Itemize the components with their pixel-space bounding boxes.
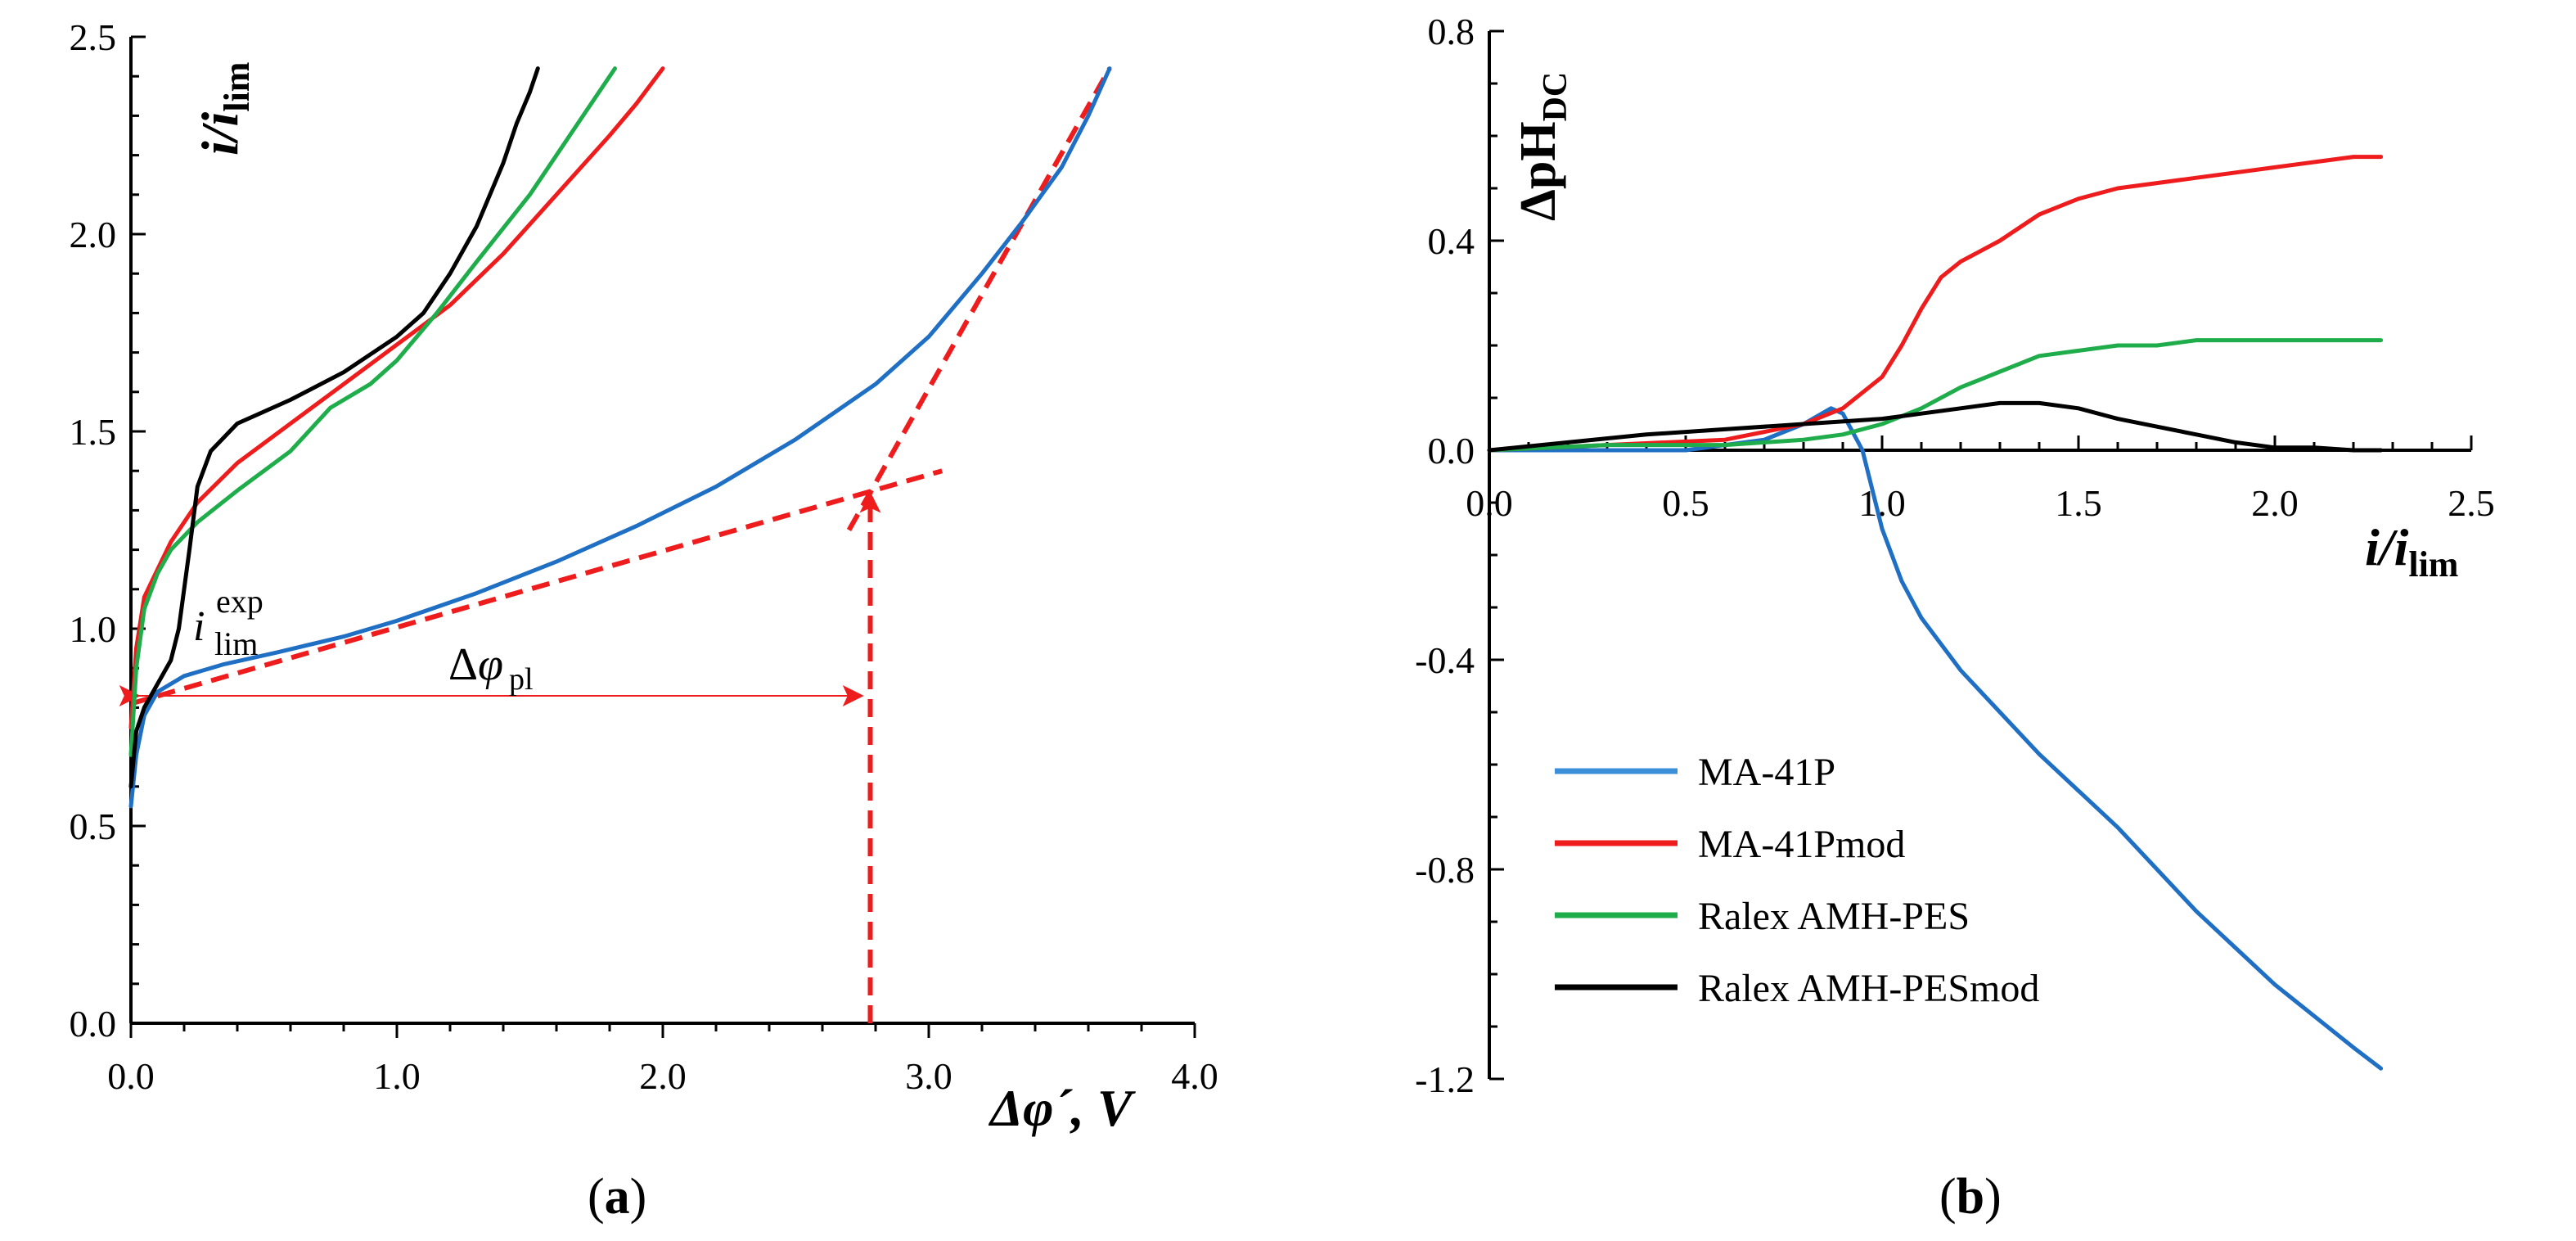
panel-a-constructions — [119, 67, 1112, 1023]
dphi-delta: Δ — [448, 639, 478, 690]
panel-a-x-tick-label: 0.0 — [107, 1055, 155, 1097]
panel-a-y-label: i/ilim — [191, 62, 257, 156]
panel-b-x-tick-label: 0.0 — [1466, 482, 1513, 524]
ilim-i: i — [193, 603, 205, 650]
legend-label: Ralex AMH-PESmod — [1698, 967, 2039, 1010]
panel-a-caption-close: ) — [630, 1169, 647, 1225]
legend-item: Ralex AMH-PESmod — [1555, 967, 2039, 1010]
panel-b-x-label-sub: lim — [2408, 544, 2458, 584]
panel-a-axes — [129, 37, 1195, 1025]
panel-a-annotation-dphi: Δ φ pl — [448, 639, 534, 697]
panel-a-y-label-ii: i — [191, 111, 249, 126]
legend-item: MA-41Pmod — [1555, 823, 1905, 866]
panel-b-y-tick-label: 0.8 — [1428, 11, 1475, 52]
panel-a-caption-letter: a — [605, 1169, 630, 1225]
panel-a-y-tick-label: 0.0 — [70, 1003, 117, 1045]
dphi-phi: φ — [478, 639, 503, 690]
panel-b-caption-close: ) — [1984, 1169, 2002, 1225]
panel-a-ticks: 0.0 1.0 2.0 3.0 4.0 0.0 0.5 1.0 1.5 2.0 2.5 — [70, 16, 1218, 1097]
panel-b-y-tick-label: -0.8 — [1415, 849, 1475, 891]
panel-b-axes — [1488, 31, 2471, 1079]
panel-a-y-label-i: i — [191, 141, 249, 156]
panel-a-x-tick-label: 4.0 — [1171, 1055, 1218, 1097]
legend-label: MA-41Pmod — [1698, 823, 1905, 866]
panel-b-series-line — [1487, 338, 2384, 453]
panel-b-y-label: ΔpHDC — [1511, 72, 1574, 221]
panel-b-caption-letter: b — [1957, 1169, 1984, 1225]
panel-b-y-label-main: ΔpH — [1511, 121, 1566, 221]
legend: MA-41P MA-41Pmod Ralex AMH-PES Ralex AMH-PE… — [1555, 751, 2039, 1010]
panel-b-series-line — [1487, 400, 2384, 453]
panel-b-x-tick-label: 1.5 — [2055, 482, 2102, 524]
panel-b-series-line — [1487, 155, 2384, 453]
panel-a-annotation-ilim: i exp lim — [193, 583, 263, 662]
panel-b-series — [1487, 155, 2384, 1071]
dphi-sub: pl — [509, 662, 534, 697]
panel-a-x-label: Δφ´, V — [988, 1079, 1137, 1137]
panel-a-series-line — [128, 66, 540, 789]
panel-a-caption-open: ( — [588, 1169, 605, 1225]
panel-b-caption-open: ( — [1939, 1169, 1957, 1225]
panel-a-series-line — [128, 66, 665, 729]
panel-a-y-tick-label: 0.5 — [70, 806, 117, 847]
ilim-sub: lim — [214, 625, 258, 662]
panel-b-x-label-i: i — [2365, 518, 2380, 576]
panel-b-caption: (b) — [1939, 1169, 2002, 1225]
panel-b-y-tick-label: 0.0 — [1428, 430, 1475, 472]
panel-b-x-label: i/ilim — [2365, 518, 2458, 584]
panel-b-y-tick-label: -0.4 — [1415, 639, 1475, 681]
legend-label: MA-41P — [1698, 751, 1835, 794]
panel-b-series-line — [1487, 406, 2384, 1071]
panel-b-x-tick-label: 1.0 — [1858, 482, 1906, 524]
legend-label: Ralex AMH-PES — [1698, 895, 1970, 938]
panel-a-series-line — [128, 66, 1112, 809]
panel-b-x-label-ii: i — [2394, 518, 2409, 576]
panel-a-y-tick-label: 1.5 — [70, 411, 117, 453]
panel-a: 0.0 1.0 2.0 3.0 4.0 0.0 0.5 1.0 1.5 2.0 2.5 i/ilim… — [70, 16, 1218, 1225]
panel-b-y-label-sub: DC — [1537, 72, 1574, 122]
panel-a-caption: (a) — [588, 1169, 646, 1225]
panel-b: 0.0 0.5 1.0 1.5 2.0 2.50.80.40.0-0.4-0.8-1.2 … — [1415, 11, 2495, 1225]
ilim-sup: exp — [216, 583, 263, 620]
panel-b-ticks: 0.0 0.5 1.0 1.5 2.0 2.5 0.8 0.4 0.0 -0.4 -0.8 -1.2 — [1415, 11, 2495, 1100]
plateau-tangent-line — [130, 468, 943, 706]
panel-a-x-tick-label: 1.0 — [373, 1055, 421, 1097]
panel-b-x-tick-label: 2.5 — [2448, 482, 2495, 524]
panel-a-y-label-sub: lim — [217, 62, 257, 112]
legend-item: Ralex AMH-PES — [1555, 895, 1970, 938]
panel-a-series-line — [128, 66, 617, 757]
panel-a-y-tick-label: 2.5 — [70, 16, 117, 58]
panel-a-y-tick-label: 2.0 — [70, 214, 117, 255]
panel-b-y-tick-label: -1.2 — [1415, 1058, 1475, 1100]
panel-a-series — [128, 66, 1112, 809]
panel-b-x-tick-label: 0.5 — [1662, 482, 1709, 524]
legend-item: MA-41P — [1555, 751, 1835, 794]
panel-b-x-tick-label: 2.0 — [2251, 482, 2299, 524]
panel-b-y-tick-label: 0.4 — [1428, 220, 1475, 262]
overlimiting-tangent-line — [846, 67, 1112, 531]
panel-a-x-tick-label: 3.0 — [905, 1055, 952, 1097]
panel-a-y-tick-label: 1.0 — [70, 608, 117, 650]
panel-a-x-tick-label: 2.0 — [639, 1055, 687, 1097]
